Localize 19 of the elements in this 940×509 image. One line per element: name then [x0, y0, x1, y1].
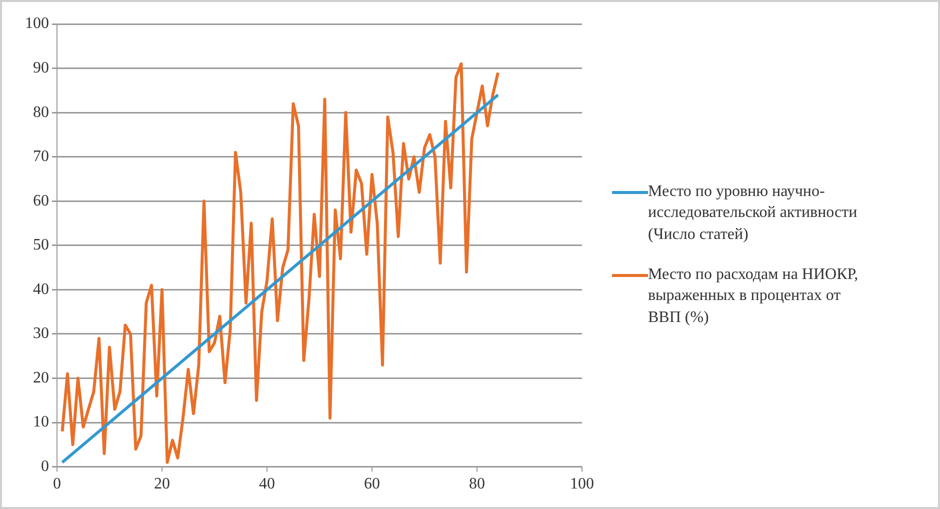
y-tick-label: 30	[33, 325, 49, 342]
y-tick-label: 50	[33, 236, 49, 254]
y-tick-label: 10	[33, 414, 49, 431]
y-tick-label: 100	[25, 15, 49, 32]
x-tick-label: 40	[259, 476, 275, 493]
y-tick-label: 20	[33, 369, 49, 386]
x-tick-label: 60	[364, 476, 380, 493]
legend-label: Место по расходам на НИОКР, выраженных в процентах от ВВП (%)	[648, 264, 860, 328]
y-tick-label: 90	[33, 59, 49, 76]
y-tick-label: 60	[33, 192, 49, 210]
y-tick-label: 70	[33, 148, 49, 166]
x-tick-label: 0	[53, 476, 61, 493]
x-tick-label: 100	[570, 476, 594, 493]
legend-label: Место по уровню научно-исследовательской активности (Число статей)	[648, 182, 858, 245]
y-tick-label: 0	[41, 458, 49, 476]
x-tick-label: 80	[469, 476, 485, 493]
y-tick-label: 40	[33, 280, 49, 298]
x-tick-label: 20	[154, 476, 170, 493]
y-tick-label: 80	[33, 104, 49, 121]
